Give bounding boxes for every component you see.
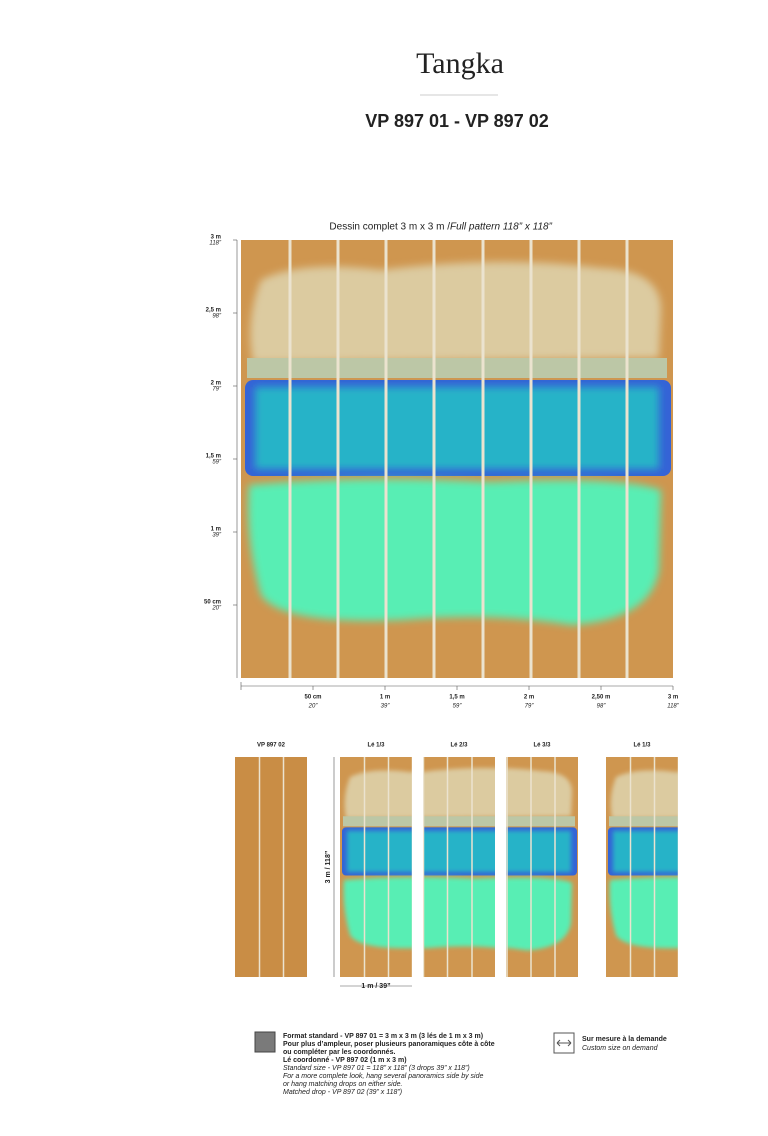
legend-fr: Format standard - VP 897 01 = 3 m x 3 m … — [283, 1033, 483, 1040]
h-metric: 1,5 m — [449, 695, 464, 701]
h-imperial: 98” — [597, 704, 607, 710]
legend-fr: Pour plus d’ampleur, poser plusieurs pan… — [283, 1041, 495, 1048]
v-imperial: 118” — [209, 241, 222, 247]
v-imperial: 79” — [212, 387, 222, 393]
arrows — [556, 1039, 572, 1047]
v-imperial: 59” — [212, 460, 222, 466]
v-metric: 1 m — [211, 527, 221, 533]
h-metric: 1 m — [380, 695, 390, 701]
v-imperial: 20” — [211, 606, 222, 612]
legend-en: For a more complete look, hang several p… — [283, 1073, 483, 1080]
h-imperial: 79” — [525, 704, 535, 710]
h-metric: 2 m — [524, 695, 534, 701]
panel-label: Lé 1/3 — [367, 743, 385, 749]
matched-drop — [235, 757, 307, 977]
v-imperial: 39” — [212, 533, 222, 539]
height-label: 3 m / 118” — [325, 851, 332, 884]
h-imperial: 118” — [667, 704, 680, 710]
v-metric: 2 m — [211, 381, 221, 387]
h-metric: 3 m — [668, 695, 678, 701]
pattern-image — [241, 240, 673, 678]
v-imperial: 98” — [212, 314, 222, 320]
caption-en: Full pattern 118” x 118” — [450, 222, 553, 233]
v-metric: 2,5 m — [206, 308, 221, 314]
custom-en: Custom size on demand — [582, 1045, 659, 1052]
v-metric: 1,5 m — [206, 454, 221, 460]
panel-label: VP 897 02 — [257, 743, 286, 749]
h-metric: 50 cm — [304, 695, 321, 701]
panel-label: Lé 3/3 — [533, 743, 551, 749]
width-label: 1 m / 39” — [361, 983, 390, 990]
panel-label: Lé 1/3 — [633, 743, 651, 749]
h-imperial: 20” — [308, 704, 319, 710]
drop-1-repeat — [606, 757, 768, 977]
legend-en: Matched drop - VP 897 02 (39” x 118”) — [283, 1089, 402, 1096]
caption: Dessin complet 3 m x 3 m / — [329, 222, 450, 233]
title: Tangka — [416, 47, 504, 80]
panel-label: Lé 2/3 — [450, 743, 468, 749]
v-metric: 3 m — [211, 235, 221, 241]
legend-en: Standard size - VP 897 01 = 118” x 118” … — [283, 1065, 470, 1072]
custom-fr: Sur mesure à la demande — [582, 1036, 667, 1043]
h-imperial: 59” — [453, 704, 463, 710]
h-imperial: 39” — [381, 704, 391, 710]
subtitle: VP 897 01 - VP 897 02 — [365, 111, 548, 131]
legend-fr: Lé coordonné - VP 897 02 (1 m x 3 m) — [283, 1057, 407, 1064]
v-metric: 50 cm — [204, 600, 221, 606]
standard-icon — [254, 1031, 276, 1053]
legend-fr: ou compléter par les coordonnés. — [283, 1049, 395, 1056]
legend-en: or hang matching drops on either side. — [283, 1081, 403, 1088]
h-metric: 2,50 m — [592, 695, 611, 701]
